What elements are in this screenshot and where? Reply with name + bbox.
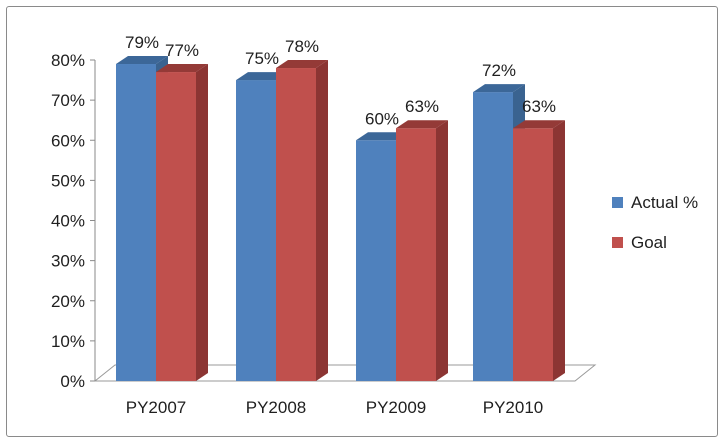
y-tick-label: 20% <box>51 292 85 311</box>
y-tick-label: 80% <box>51 51 85 70</box>
x-tick-label: PY2007 <box>126 398 187 417</box>
bar <box>396 128 436 381</box>
bar-group: 72% 63% <box>473 61 565 382</box>
bar <box>473 92 513 381</box>
bar-top <box>513 120 565 129</box>
bar-top <box>276 60 328 69</box>
bar <box>236 80 276 381</box>
y-tick-label: 30% <box>51 252 85 271</box>
x-axis: PY2007 PY2008 PY2009 PY2010 <box>126 398 544 417</box>
bar <box>276 68 316 382</box>
data-label: 60% <box>365 109 399 128</box>
data-label: 77% <box>165 41 199 60</box>
bar <box>356 140 396 381</box>
bar-group: 79% 77% <box>116 33 208 381</box>
y-axis: 0% 10% 20% 30% 40% 50% 60% 70% 80% <box>51 51 96 391</box>
data-label: 78% <box>285 37 319 56</box>
bar-group: 75% 78% <box>236 37 328 382</box>
data-label: 72% <box>482 61 516 80</box>
bar <box>156 72 196 381</box>
legend-swatch <box>612 237 623 248</box>
bar-groups: 79% 77% 75% 78% 60% 63% 72% 63% <box>116 33 565 382</box>
bar-side <box>436 120 448 382</box>
bar-group: 60% 63% <box>356 97 448 382</box>
legend-label: Goal <box>631 233 667 252</box>
y-tick-label: 40% <box>51 212 85 231</box>
y-tick-label: 10% <box>51 332 85 351</box>
bar-top <box>356 132 408 141</box>
bar-top <box>473 84 525 93</box>
y-tick-label: 0% <box>60 372 85 391</box>
x-tick-label: PY2010 <box>483 398 544 417</box>
data-label: 79% <box>125 33 159 52</box>
y-tick-label: 50% <box>51 171 85 190</box>
data-label: 63% <box>405 97 439 116</box>
bar-side <box>316 60 328 382</box>
bar-top <box>236 72 288 81</box>
data-label: 63% <box>522 97 556 116</box>
y-tick-label: 70% <box>51 91 85 110</box>
bar <box>116 64 156 381</box>
x-tick-label: PY2008 <box>246 398 307 417</box>
bar-side <box>553 120 565 382</box>
legend-label: Actual % <box>631 193 698 212</box>
legend: Actual % Goal <box>612 193 698 252</box>
bar-top <box>116 56 168 65</box>
data-label: 75% <box>245 49 279 68</box>
bar <box>513 128 553 381</box>
bar-top <box>156 64 208 73</box>
x-tick-label: PY2009 <box>366 398 427 417</box>
y-tick-label: 60% <box>51 131 85 150</box>
bar-side <box>196 64 208 381</box>
bar-top <box>396 120 448 129</box>
legend-swatch <box>612 197 623 208</box>
